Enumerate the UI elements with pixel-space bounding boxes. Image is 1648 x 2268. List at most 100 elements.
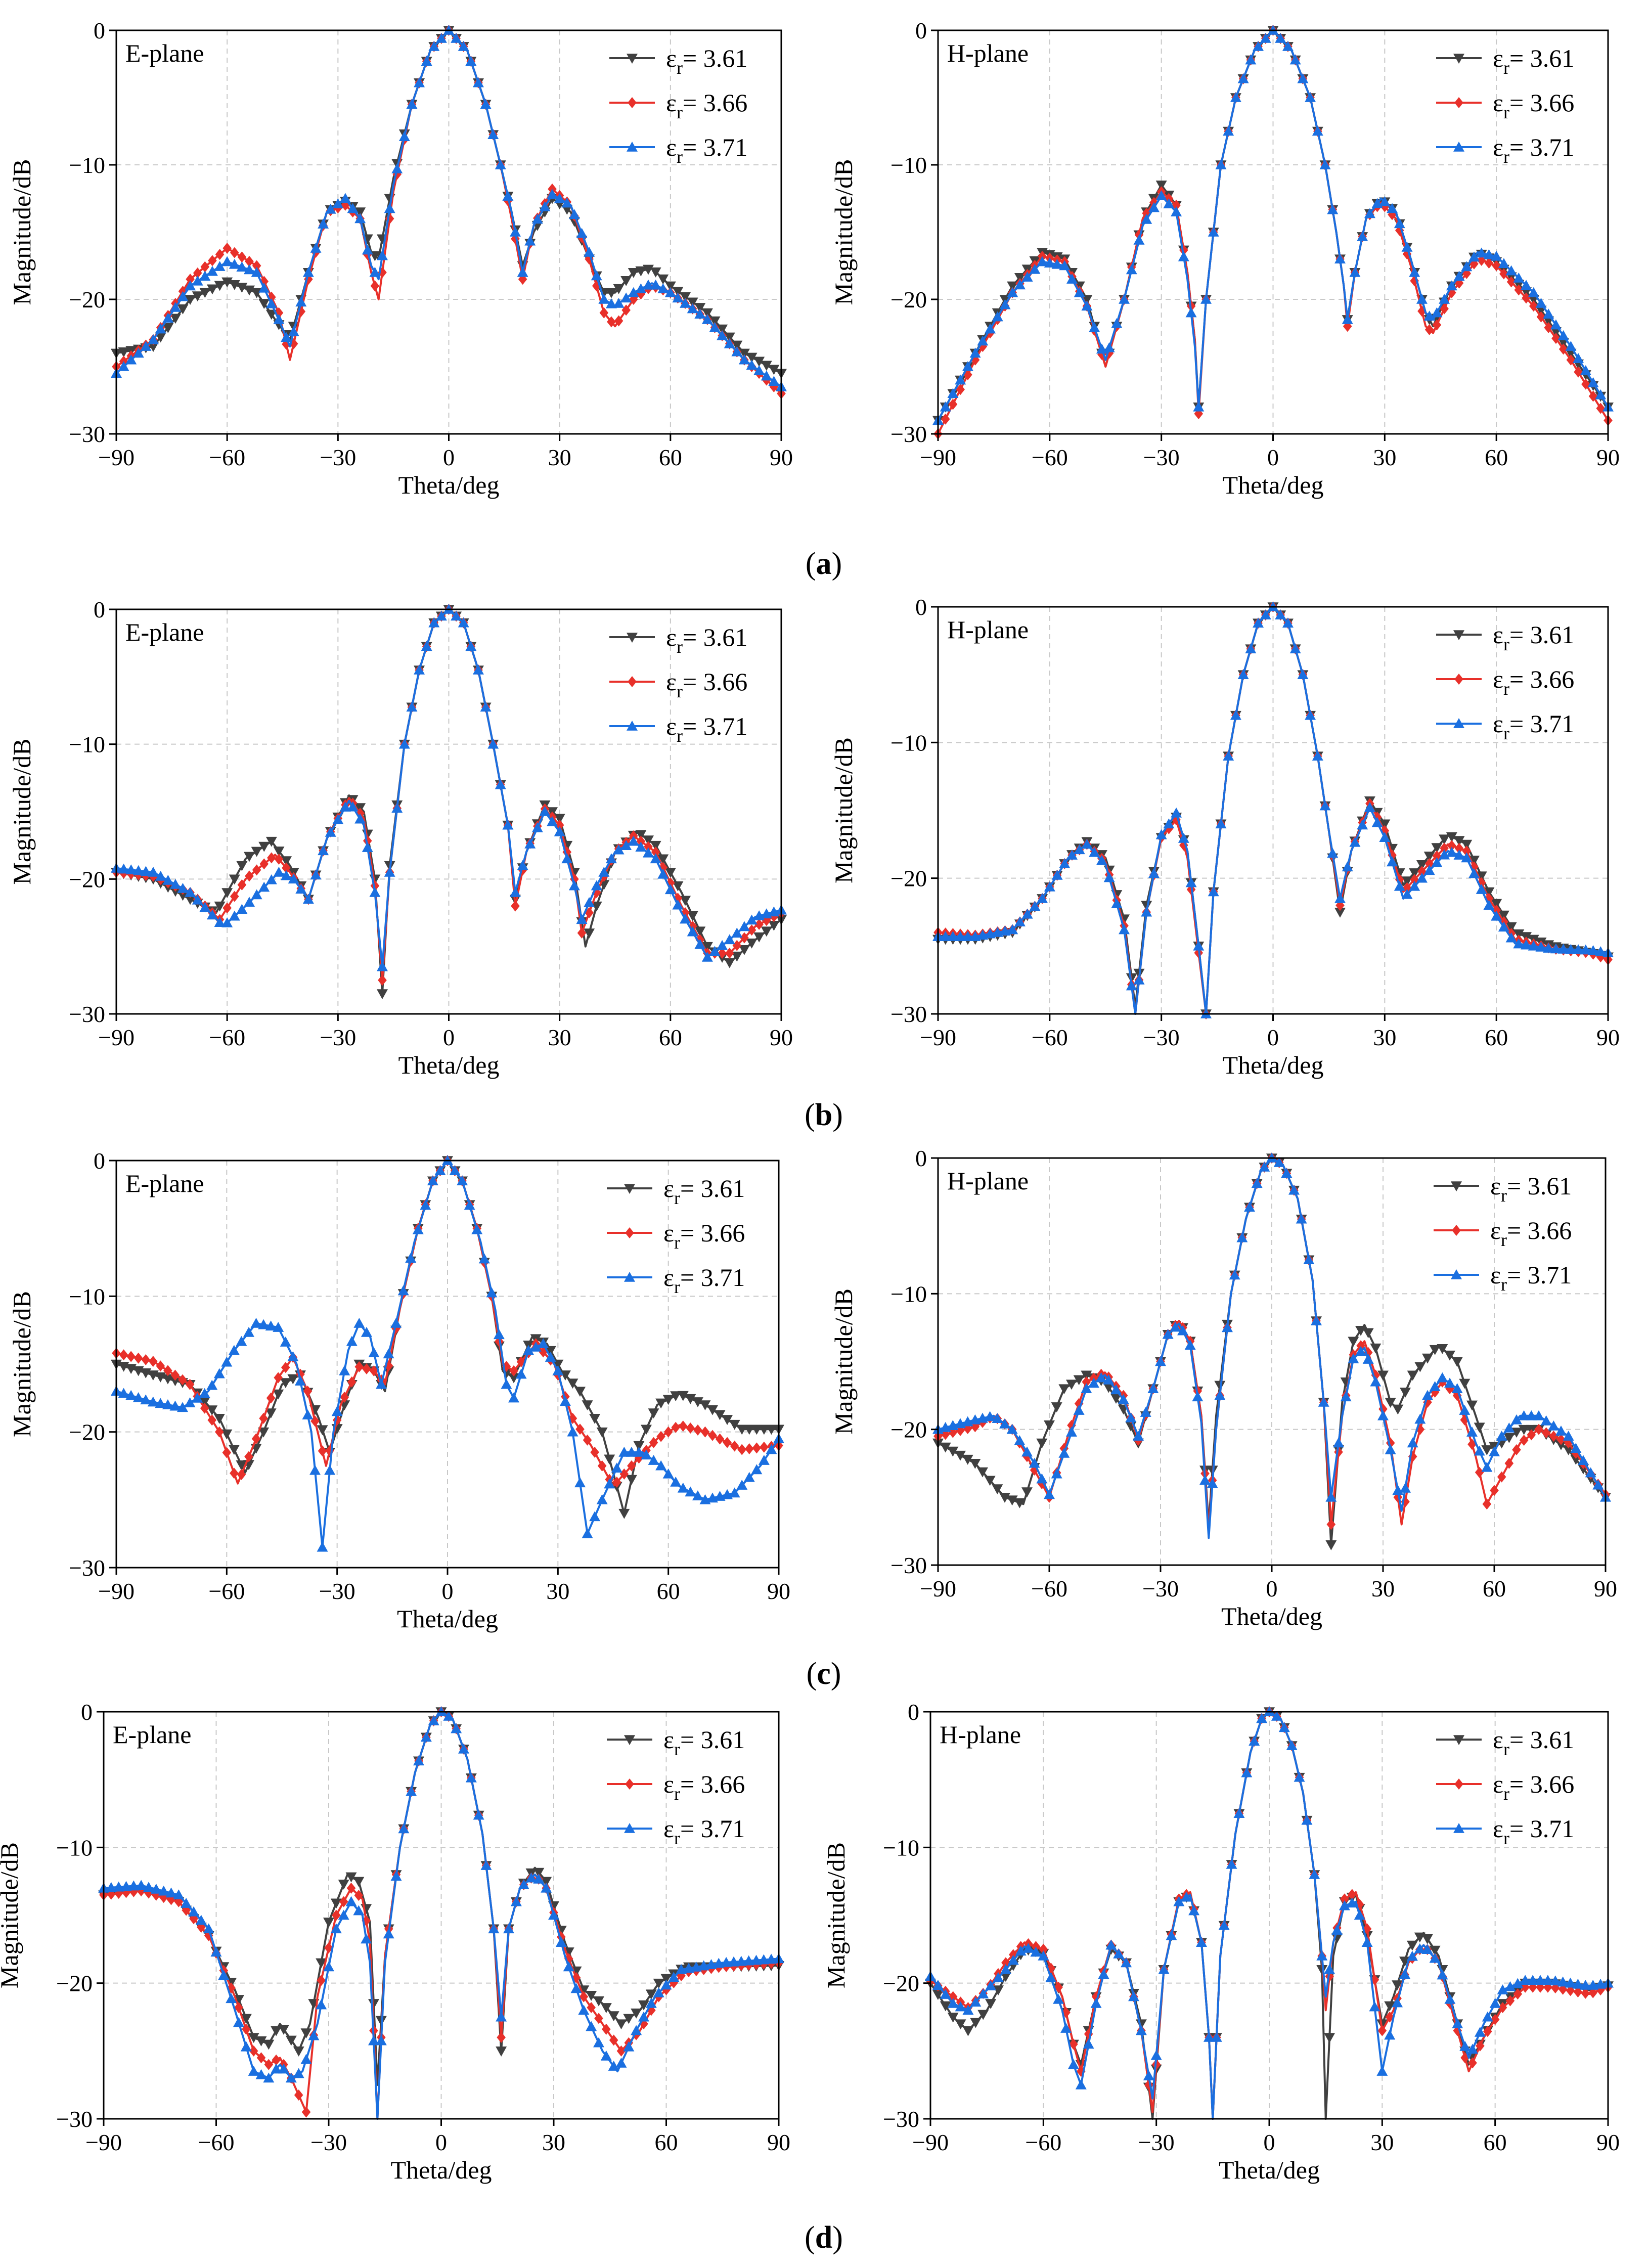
data-point bbox=[346, 1882, 356, 1894]
data-point bbox=[523, 1345, 535, 1355]
legend-marker bbox=[1453, 54, 1464, 64]
data-point bbox=[955, 374, 966, 385]
data-point bbox=[1492, 260, 1501, 272]
x-tick-label: −90 bbox=[98, 444, 135, 470]
data-point bbox=[1296, 1213, 1307, 1224]
data-point bbox=[1037, 893, 1048, 903]
data-point bbox=[559, 1370, 571, 1381]
data-point bbox=[999, 299, 1011, 309]
chart-b-right: −90 −60 −30 0 30 60 90 0 −10 −20 −30 Theta/deg Magni… bbox=[829, 594, 1620, 1079]
data-point bbox=[451, 1723, 462, 1733]
data-point bbox=[1392, 1404, 1404, 1415]
data-point bbox=[1454, 842, 1464, 854]
data-point bbox=[165, 1887, 177, 1898]
data-point bbox=[1581, 378, 1590, 390]
data-point bbox=[251, 889, 262, 900]
data-point bbox=[1208, 886, 1219, 897]
data-point bbox=[656, 1431, 665, 1442]
data-point bbox=[1038, 1950, 1049, 1961]
data-point bbox=[1128, 1991, 1139, 2002]
data-point bbox=[244, 285, 255, 296]
data-point bbox=[1223, 750, 1234, 761]
data-point bbox=[1200, 294, 1212, 304]
data-point bbox=[947, 1446, 959, 1457]
x-tick-label: 30 bbox=[542, 2129, 565, 2155]
data-point bbox=[1067, 2059, 1079, 2069]
data-point bbox=[236, 904, 248, 914]
data-point bbox=[1498, 910, 1509, 921]
data-point bbox=[1429, 1381, 1441, 1391]
data-point bbox=[1392, 1980, 1403, 1991]
data-point bbox=[699, 1400, 711, 1410]
data-point bbox=[1326, 1519, 1336, 1530]
data-point bbox=[1513, 272, 1525, 283]
data-point bbox=[660, 1974, 672, 1984]
data-point bbox=[163, 1365, 172, 1376]
data-point bbox=[118, 347, 129, 358]
legend-label: εr= 3.61 bbox=[1493, 1725, 1574, 1759]
data-point bbox=[746, 914, 758, 925]
data-point bbox=[761, 370, 772, 381]
data-point bbox=[192, 275, 203, 286]
y-tick-label: −30 bbox=[890, 1552, 927, 1578]
data-point bbox=[310, 1415, 320, 1427]
data-point bbox=[1483, 2026, 1492, 2037]
data-point bbox=[340, 1391, 349, 1403]
data-point bbox=[332, 814, 344, 824]
data-point bbox=[244, 1451, 253, 1462]
data-point bbox=[1273, 1157, 1285, 1167]
data-point bbox=[1534, 1424, 1543, 1435]
data-point bbox=[1379, 196, 1391, 206]
x-tick-label: 0 bbox=[443, 1025, 455, 1050]
chart-a-right: −90 −60 −30 0 30 60 90 0 −10 −20 −30 Theta/deg Magni… bbox=[829, 18, 1620, 499]
data-point bbox=[199, 1397, 210, 1407]
data-point bbox=[955, 931, 966, 941]
data-point bbox=[956, 384, 965, 395]
data-point bbox=[1409, 880, 1420, 891]
data-point bbox=[1505, 932, 1517, 943]
data-point bbox=[1491, 910, 1502, 921]
data-point bbox=[955, 2019, 966, 2030]
chart-c-right: −90 −60 −30 0 30 60 90 0 −10 −20 −30 Theta/deg Magni… bbox=[829, 1145, 1617, 1630]
data-point bbox=[1309, 1869, 1320, 1879]
plane-title: E-plane bbox=[113, 1720, 191, 1749]
data-point bbox=[584, 897, 595, 907]
data-point bbox=[567, 1378, 578, 1389]
data-point bbox=[539, 201, 551, 211]
legend-label: εr= 3.71 bbox=[663, 1814, 745, 1848]
legend: εr= 3.61 εr= 3.66 εr= 3.71 bbox=[1436, 1725, 1574, 1848]
data-point bbox=[1230, 709, 1241, 720]
plane-title: H-plane bbox=[940, 1720, 1021, 1749]
data-point bbox=[1288, 1184, 1300, 1195]
data-point bbox=[1148, 202, 1160, 212]
data-point bbox=[962, 2005, 974, 2015]
data-point bbox=[1466, 1400, 1478, 1411]
data-point bbox=[1029, 901, 1041, 911]
data-point bbox=[596, 1494, 608, 1504]
data-point bbox=[1399, 1956, 1410, 1967]
data-point bbox=[648, 1408, 659, 1419]
data-point bbox=[1260, 609, 1271, 619]
data-point bbox=[717, 330, 728, 340]
data-point bbox=[368, 2035, 379, 2045]
data-point bbox=[273, 847, 285, 857]
data-point bbox=[948, 398, 958, 410]
series-2 bbox=[98, 1706, 784, 2120]
data-point bbox=[524, 838, 536, 849]
data-point bbox=[750, 1954, 762, 1965]
data-point bbox=[700, 1426, 710, 1438]
data-point bbox=[743, 1472, 755, 1482]
data-point bbox=[620, 840, 632, 850]
data-point bbox=[222, 902, 232, 914]
data-point bbox=[1549, 1975, 1561, 1986]
data-point bbox=[1535, 297, 1547, 308]
data-point bbox=[1031, 1941, 1041, 1952]
data-point bbox=[148, 867, 159, 877]
data-point bbox=[464, 1199, 475, 1210]
data-point bbox=[1075, 2079, 1087, 2089]
data-point bbox=[561, 197, 573, 208]
data-point bbox=[1021, 1487, 1033, 1498]
data-point bbox=[1451, 1357, 1463, 1367]
data-point bbox=[1496, 1431, 1507, 1441]
data-point bbox=[1512, 1978, 1524, 1988]
